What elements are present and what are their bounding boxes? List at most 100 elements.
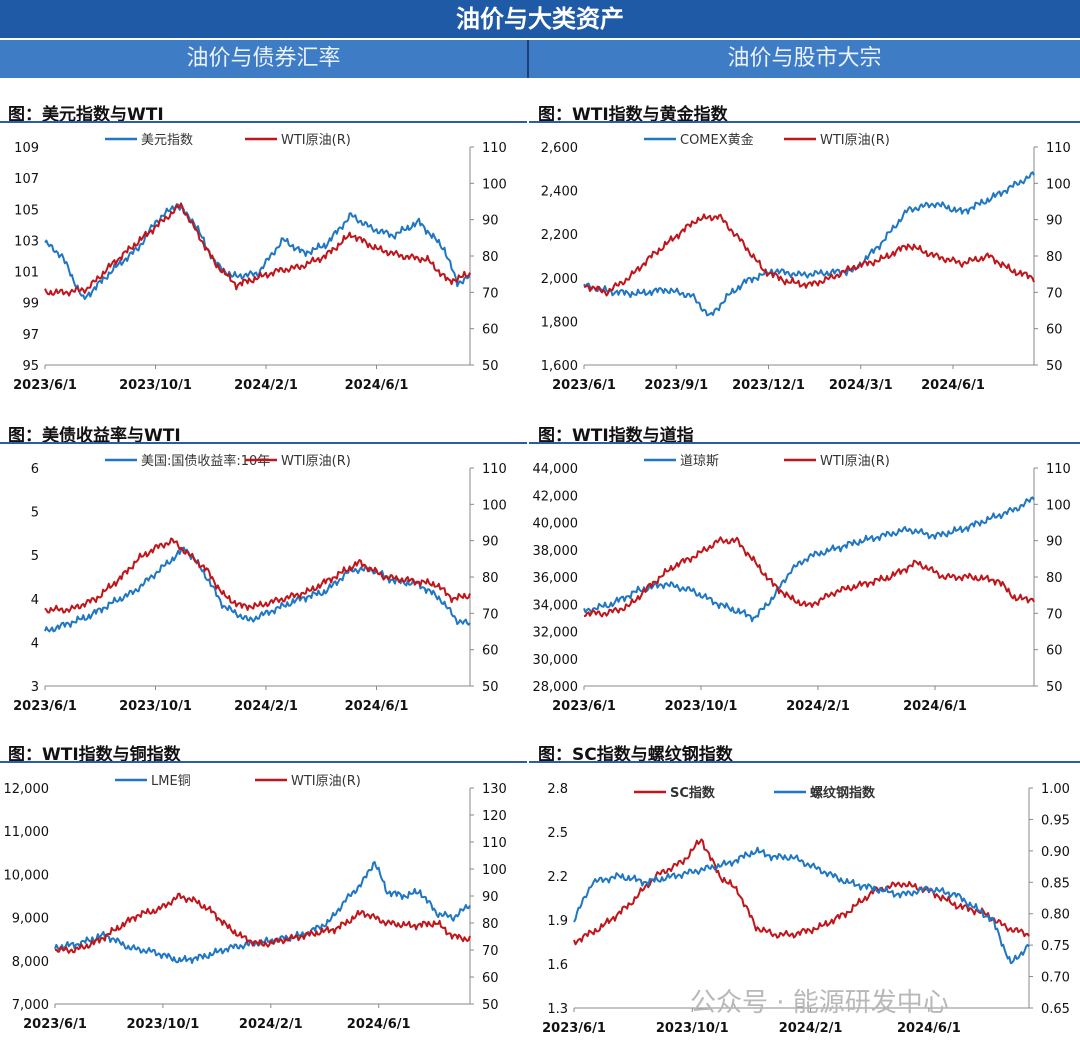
x-tick-label: 2023/10/1 — [665, 699, 738, 714]
y-tick-left: 107 — [14, 172, 39, 187]
y-tick-right: 50 — [1046, 359, 1063, 374]
y-tick-left: 1.3 — [547, 1002, 568, 1017]
y-tick-left: 34,000 — [533, 598, 579, 613]
panel-title-dow: 图：WTI指数与道指 — [538, 426, 694, 446]
y-tick-right: 80 — [482, 571, 499, 586]
y-tick-right: 90 — [482, 214, 499, 229]
legend-label: WTI原油(R) — [820, 133, 890, 148]
y-tick-left: 105 — [14, 203, 39, 218]
y-tick-left: 95 — [22, 359, 39, 374]
x-tick-label: 2023/10/1 — [656, 1021, 729, 1036]
series-line-right — [44, 537, 471, 614]
y-tick-right: 70 — [482, 944, 499, 959]
panel-rule — [529, 442, 1080, 444]
x-tick-label: 2023/6/1 — [13, 378, 77, 393]
y-tick-left: 109 — [14, 141, 39, 156]
y-tick-left: 1,600 — [541, 359, 578, 374]
y-tick-left: 9,000 — [12, 912, 49, 927]
y-tick-right: 100 — [1046, 177, 1071, 192]
y-tick-left: 101 — [14, 266, 39, 281]
section-title-left: 油价与债券汇率 — [0, 40, 527, 78]
y-tick-right: 110 — [482, 141, 507, 156]
y-tick-left: 2,000 — [541, 272, 578, 287]
y-tick-right: 90 — [1046, 535, 1063, 550]
y-tick-left: 30,000 — [533, 653, 579, 668]
legend-label: WTI原油(R) — [291, 774, 361, 789]
chart-dow: 28,000 30,000 32,000 34,000 36,000 38,000 40,0… — [533, 454, 1071, 714]
y-tick-left: 99 — [22, 297, 39, 312]
legend-label: 美元指数 — [141, 133, 193, 148]
y-tick-left: 11,000 — [4, 825, 50, 840]
y-tick-left: 36,000 — [533, 571, 579, 586]
y-tick-right: 70 — [1046, 607, 1063, 622]
y-tick-right: 110 — [482, 836, 507, 851]
y-tick-left: 1,800 — [541, 315, 578, 330]
y-tick-left: 2,400 — [541, 185, 578, 200]
y-tick-left: 7,000 — [12, 998, 49, 1013]
x-tick-label: 2023/6/1 — [542, 1021, 606, 1036]
y-tick-right: 70 — [1046, 286, 1063, 301]
y-tick-right: 0.75 — [1041, 939, 1070, 954]
y-tick-right: 60 — [482, 971, 499, 986]
y-tick-right: 100 — [482, 177, 507, 192]
x-tick-label: 2024/2/1 — [234, 699, 298, 714]
y-tick-right: 60 — [1046, 644, 1063, 659]
y-tick-left: 4 — [31, 593, 39, 608]
series-line-right — [583, 213, 1035, 297]
x-tick-label: 2023/6/1 — [13, 699, 77, 714]
x-tick-label: 2024/2/1 — [786, 699, 850, 714]
y-tick-right: 80 — [482, 917, 499, 932]
x-tick-label: 2024/6/1 — [903, 699, 967, 714]
main-title: 油价与大类资产 — [0, 0, 1080, 38]
panel-title-gold: 图：WTI指数与黄金指数 — [538, 105, 728, 125]
x-tick-label: 2024/6/1 — [345, 699, 409, 714]
legend-label: 美国:国债收益率:10年 — [141, 453, 270, 469]
y-tick-right: 60 — [482, 644, 499, 659]
y-tick-right: 70 — [482, 286, 499, 301]
y-tick-right: 80 — [1046, 571, 1063, 586]
y-tick-right: 50 — [482, 680, 499, 695]
x-tick-label: 2024/6/1 — [345, 378, 409, 393]
x-tick-label: 2024/2/1 — [234, 378, 298, 393]
y-tick-right: 110 — [1046, 462, 1071, 477]
legend-label: LME铜 — [151, 774, 191, 789]
series-line-right — [44, 202, 471, 297]
y-tick-right: 1.00 — [1041, 782, 1070, 797]
y-tick-left: 5 — [31, 506, 39, 521]
x-tick-label: 2024/6/1 — [897, 1021, 961, 1036]
y-tick-left: 6 — [31, 462, 39, 477]
watermark: 公众号 · 能源研发中心 — [690, 988, 949, 1018]
series-line-right — [54, 892, 471, 954]
x-tick-label: 2024/6/1 — [347, 1017, 411, 1032]
y-tick-right: 50 — [1046, 680, 1063, 695]
panel-rule — [0, 761, 527, 763]
y-tick-left: 44,000 — [533, 462, 579, 477]
series-line-left — [573, 838, 1030, 946]
panel-title-copper: 图：WTI指数与铜指数 — [8, 745, 181, 765]
y-tick-left: 97 — [22, 328, 39, 343]
y-tick-left: 103 — [14, 234, 39, 249]
legend-label: WTI原油(R) — [281, 454, 351, 469]
y-tick-right: 100 — [482, 863, 507, 878]
y-tick-left: 1.9 — [547, 914, 568, 929]
chart-rebar: 1.3 1.6 1.9 2.2 2.5 2.8 0.65 0.70 0.75 0.80 0.85 0.… — [542, 782, 1070, 1036]
panel-title-ust: 图：美债收益率与WTI — [8, 426, 181, 446]
x-tick-label: 2023/9/1 — [644, 378, 708, 393]
y-tick-right: 60 — [1046, 323, 1063, 338]
chart-copper: 7,000 8,000 9,000 10,000 11,000 12,000 50 60 70 8… — [4, 774, 507, 1032]
series-line-left — [44, 203, 471, 300]
panel-title-rebar: 图：SC指数与螺纹钢指数 — [538, 745, 733, 765]
x-tick-label: 2023/10/1 — [126, 1017, 199, 1032]
x-tick-label: 2023/12/1 — [732, 378, 805, 393]
y-tick-right: 0.95 — [1041, 813, 1070, 828]
y-tick-right: 80 — [482, 250, 499, 265]
y-tick-right: 130 — [482, 782, 507, 797]
y-tick-right: 90 — [1046, 214, 1063, 229]
section-title-right: 油价与股市大宗 — [529, 40, 1080, 78]
series-line-left — [583, 171, 1035, 317]
chart-dxy: 95 97 99 101 103 105 107 109 50 60 70 80 90 100 110 202… — [13, 133, 507, 393]
y-tick-right: 110 — [482, 462, 507, 477]
series-line-left — [583, 496, 1035, 623]
section-divider — [527, 40, 529, 78]
legend-label: SC指数 — [670, 785, 716, 801]
